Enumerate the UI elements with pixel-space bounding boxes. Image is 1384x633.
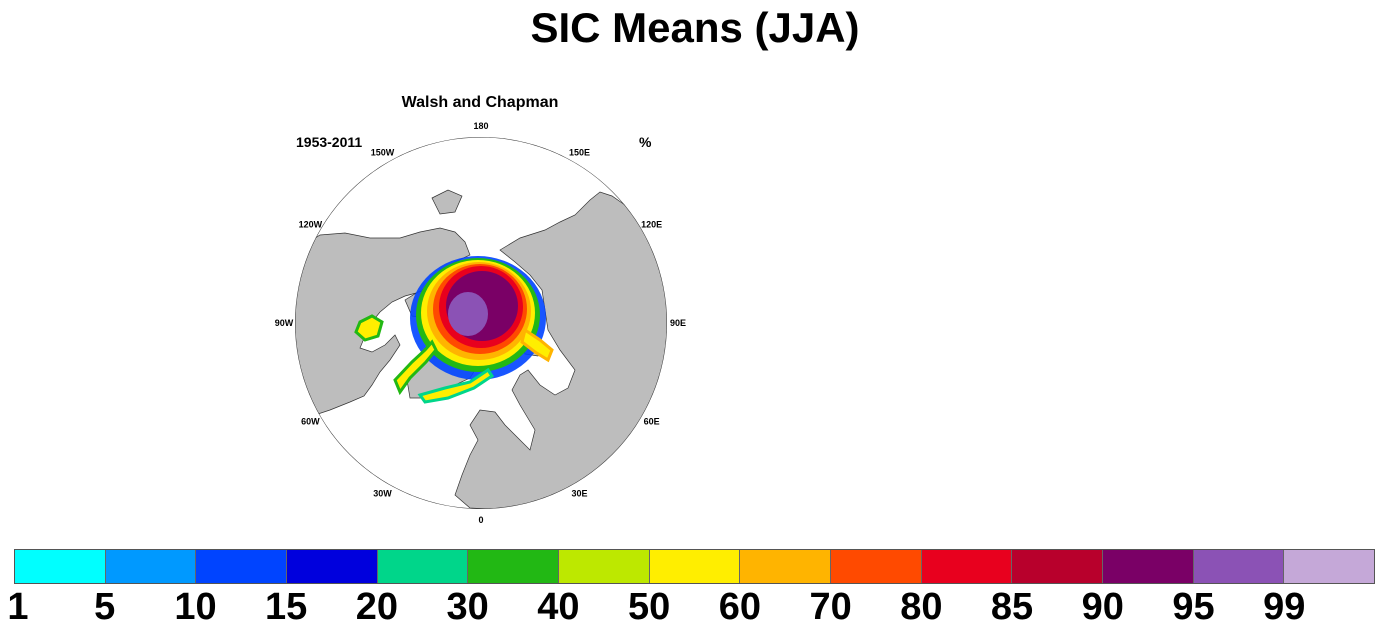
colorbar-label: 70 xyxy=(809,586,852,628)
colorbar-label: 15 xyxy=(265,586,308,628)
colorbar xyxy=(14,549,1375,584)
longitude-label: 90E xyxy=(670,318,686,328)
longitude-labels: 180 150E 120E 90E 60E 30E 0 30W 60W 90W 120W 150W xyxy=(275,121,686,525)
longitude-label: 60E xyxy=(644,417,660,427)
colorbar-box xyxy=(740,550,832,583)
map-subtitle: Walsh and Chapman xyxy=(401,94,559,111)
longitude-label: 120W xyxy=(299,220,323,230)
hudson-bay-ice xyxy=(354,314,384,342)
longitude-label: 150E xyxy=(569,147,590,157)
baffin-bay-ice xyxy=(393,339,438,396)
colorbar-label: 1 xyxy=(7,586,29,628)
colorbar-label: 5 xyxy=(94,586,116,628)
sic-band-95 xyxy=(448,292,488,336)
colorbar-label: 20 xyxy=(355,586,399,628)
colorbar-box xyxy=(559,550,650,583)
colorbar-label: 99 xyxy=(1263,586,1306,628)
colorbar-box xyxy=(1193,550,1285,583)
colorbar-box xyxy=(377,550,469,583)
longitude-label: 0 xyxy=(478,515,483,525)
longitude-label: 60W xyxy=(301,417,320,427)
colorbar-box xyxy=(468,550,560,583)
colorbar-label: 10 xyxy=(174,586,217,628)
colorbar-label: 90 xyxy=(1081,586,1124,628)
colorbar-box xyxy=(196,550,288,583)
eurasia-land xyxy=(454,191,667,509)
colorbar-box xyxy=(921,550,1013,583)
colorbar-label: 80 xyxy=(900,586,943,628)
longitude-label: 180 xyxy=(473,121,488,131)
colorbar-label: 30 xyxy=(446,586,489,628)
longitude-label: 30W xyxy=(373,489,392,499)
units-label: % xyxy=(639,134,652,150)
east-greenland-ice xyxy=(417,367,495,404)
map-content xyxy=(295,137,667,509)
figure-title: SIC Means (JJA) xyxy=(530,4,860,51)
colorbar-label: 60 xyxy=(718,586,761,628)
colorbar-box xyxy=(15,550,106,583)
longitude-label: 90W xyxy=(275,318,294,328)
longitude-label: 120E xyxy=(641,220,662,230)
longitude-label: 30E xyxy=(571,489,587,499)
colorbar-box xyxy=(1012,550,1104,583)
colorbar-box xyxy=(287,550,378,583)
longitude-label: 150W xyxy=(371,147,395,157)
colorbar-box xyxy=(831,550,922,583)
colorbar-box xyxy=(105,550,197,583)
colorbar-label: 40 xyxy=(537,586,580,628)
colorbar-label: 95 xyxy=(1172,586,1215,628)
colorbar-box xyxy=(1284,550,1375,583)
period-label: 1953-2011 xyxy=(296,134,363,150)
north-america-land xyxy=(295,227,471,421)
colorbar-box xyxy=(649,550,741,583)
colorbar-label: 85 xyxy=(990,586,1034,628)
kara-sea-ice xyxy=(520,327,554,363)
colorbar-label: 50 xyxy=(627,586,671,628)
colorbar-box xyxy=(1103,550,1194,583)
